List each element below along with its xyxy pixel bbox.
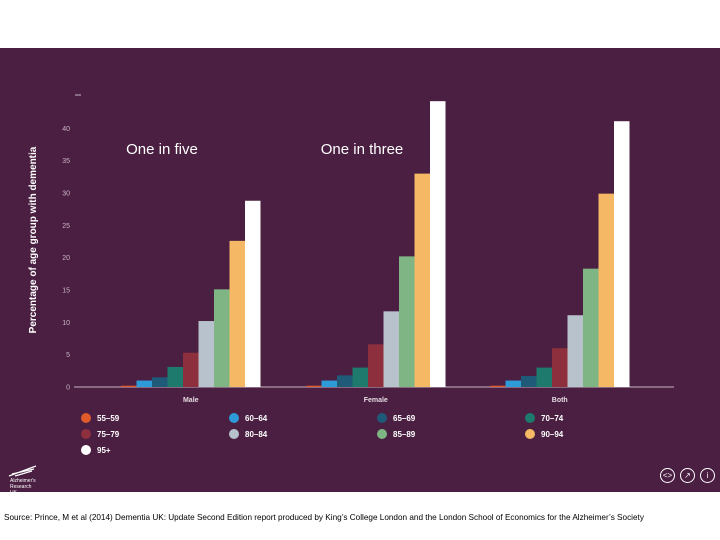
alzheimers-research-uk-logo: Alzheimer's Research UK	[8, 464, 58, 498]
annotations: One in five One in three	[126, 141, 403, 158]
bar-0-6	[214, 289, 230, 387]
legend-swatch	[525, 429, 535, 439]
bar-2-3	[536, 367, 552, 387]
y-tick-label: 30	[62, 191, 70, 198]
bar-0-2	[152, 377, 168, 387]
category-labels: Male Female Both	[183, 397, 568, 404]
y-tick-label: 25	[62, 223, 70, 230]
category-label: Male	[183, 397, 199, 404]
bar-2-1	[505, 380, 521, 387]
logo-text-line: UK	[10, 490, 17, 496]
y-axis-label: Percentage of age group with dementia	[28, 146, 39, 333]
legend-label: 55–59	[97, 414, 120, 423]
bar-1-8	[430, 101, 446, 387]
legend-swatch	[81, 429, 91, 439]
bar-0-0	[121, 385, 137, 387]
bar-2-2	[521, 376, 537, 387]
bar-1-1	[321, 380, 337, 387]
bar-0-8	[245, 200, 261, 387]
bar-1-5	[383, 311, 399, 387]
share-button[interactable]: ↗	[680, 468, 695, 483]
bar-1-6	[399, 256, 415, 387]
category-label: Female	[364, 397, 388, 404]
embed-button[interactable]: <>	[660, 468, 675, 483]
y-tick-label: 35	[62, 158, 70, 165]
bar-2-6	[583, 268, 599, 387]
logo-swoosh-icon	[8, 465, 37, 477]
bar-1-4	[368, 344, 384, 387]
bar-1-3	[352, 367, 368, 387]
bars	[121, 101, 630, 387]
legend-label: 75–79	[97, 430, 120, 439]
bar-2-5	[567, 315, 583, 387]
bar-1-7	[414, 173, 430, 387]
legend-swatch	[377, 429, 387, 439]
annotation-text: One in five	[126, 141, 198, 158]
annotation-text: One in three	[321, 141, 404, 158]
bar-2-7	[598, 193, 614, 387]
bar-0-5	[198, 321, 214, 387]
legend-label: 90–94	[541, 430, 564, 439]
y-tick-label: 20	[62, 255, 70, 262]
bar-0-3	[167, 366, 183, 387]
legend-label: 80–84	[245, 430, 268, 439]
info-button[interactable]: i	[700, 468, 715, 483]
chart-panel: 0 5 10 15 20 25 30 35 40 Percentage of age group …	[0, 48, 720, 496]
bar-1-2	[337, 375, 353, 387]
legend-swatch	[377, 413, 387, 423]
bar-2-0	[490, 385, 506, 387]
legend-label: 70–74	[541, 414, 564, 423]
y-tick-label: 5	[66, 352, 70, 359]
bar-2-4	[552, 348, 568, 387]
legend-label: 95+	[97, 446, 111, 455]
bar-chart: 0 5 10 15 20 25 30 35 40 Percentage of age group …	[28, 94, 674, 455]
bar-0-7	[229, 240, 245, 387]
category-label: Both	[552, 397, 568, 404]
legend-label: 65–69	[393, 414, 416, 423]
legend-label: 60–64	[245, 414, 268, 423]
y-tick-label: 15	[62, 288, 70, 295]
bar-2-8	[614, 121, 630, 387]
y-tick-label: 40	[62, 126, 70, 133]
y-tick-label: 0	[66, 385, 70, 392]
legend-swatch	[229, 413, 239, 423]
bar-0-1	[136, 380, 152, 387]
legend-swatch	[81, 445, 91, 455]
source-caption: Source: Prince, M et al (2014) Dementia …	[4, 513, 644, 522]
bar-1-0	[306, 385, 322, 387]
bar-0-4	[183, 352, 199, 387]
legend-swatch	[81, 413, 91, 423]
logo-text-line: Research	[10, 484, 32, 490]
legend-label: 85–89	[393, 430, 416, 439]
legend-swatch	[229, 429, 239, 439]
legend: 55–59 60–64 65–69 70–74 75–79 80–84 85–89 90–94…	[81, 413, 564, 455]
logo-text-line: Alzheimer's	[10, 478, 36, 484]
y-tick-label: 10	[62, 320, 70, 327]
legend-swatch	[525, 413, 535, 423]
